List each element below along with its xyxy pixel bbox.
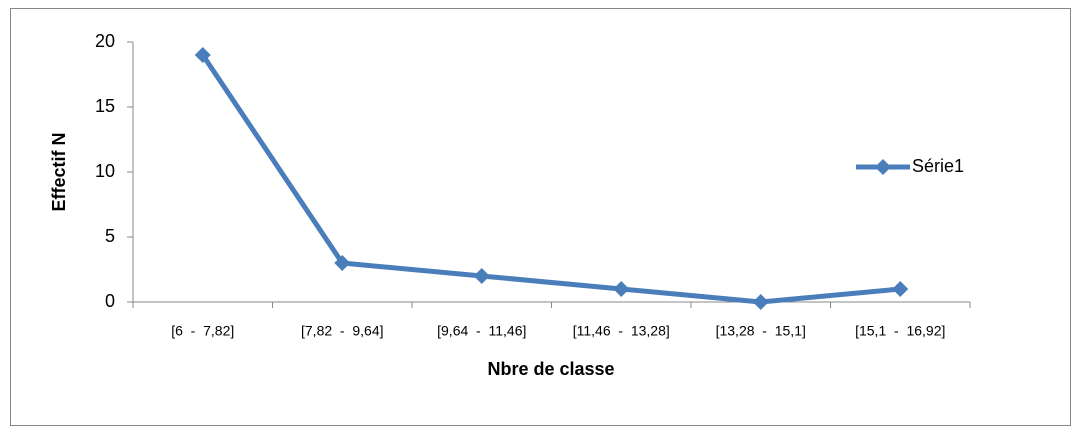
x-tick-label: [11,46 - 13,28]	[573, 323, 670, 339]
marker	[752, 294, 769, 310]
marker	[334, 255, 351, 271]
y-tick-label: 10	[95, 161, 115, 181]
series-line	[200, 53, 901, 305]
marker	[892, 281, 909, 297]
marker	[194, 47, 211, 63]
legend-marker	[875, 159, 891, 175]
x-tick-label: [7,82 - 9,64]	[301, 323, 384, 339]
y-tick-label: 20	[95, 31, 115, 51]
legend-label: Série1	[912, 156, 964, 176]
y-tick-label: 15	[95, 96, 115, 116]
x-axis-title: Nbre de classe	[487, 359, 614, 379]
y-axis-title: Effectif N	[49, 132, 69, 211]
y-tick-label: 0	[105, 291, 115, 311]
marker	[473, 268, 490, 284]
x-tick-label: [15,1 - 16,92]	[855, 323, 945, 339]
x-tick-label: [13,28 - 15,1]	[716, 323, 806, 339]
x-tick-label: [6 - 7,82]	[171, 323, 234, 339]
y-tick-label: 5	[105, 226, 115, 246]
x-tick-label: [9,64 - 11,46]	[437, 323, 526, 339]
chart-border	[10, 8, 1071, 426]
marker	[613, 281, 630, 297]
